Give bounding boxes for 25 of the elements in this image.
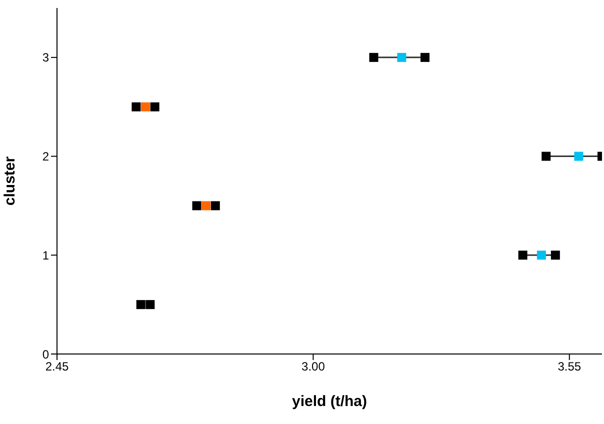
point [369,52,378,62]
x-tick-label: 3.00 [302,360,326,374]
point [574,152,584,161]
y-tick-label: 2 [42,150,50,164]
y-tick-label: 1 [42,248,50,262]
point [141,102,150,112]
y-tick-label: 3 [42,50,50,65]
point [210,201,220,210]
x-tick-label: 3.55 [558,360,582,374]
point [542,152,551,161]
point [518,250,528,260]
point [146,300,155,310]
y-tick-label: 0 [42,347,50,362]
point [202,201,211,210]
point [536,250,546,260]
point [136,300,146,310]
point [397,52,406,62]
point [420,52,430,62]
point [132,102,141,112]
point [150,102,160,112]
point [550,250,560,260]
y-axis-title: cluster [1,156,18,206]
x-tick-label: 2.45 [45,360,69,374]
point [192,201,202,210]
x-axis-title: yield (t/ha) [292,393,368,410]
